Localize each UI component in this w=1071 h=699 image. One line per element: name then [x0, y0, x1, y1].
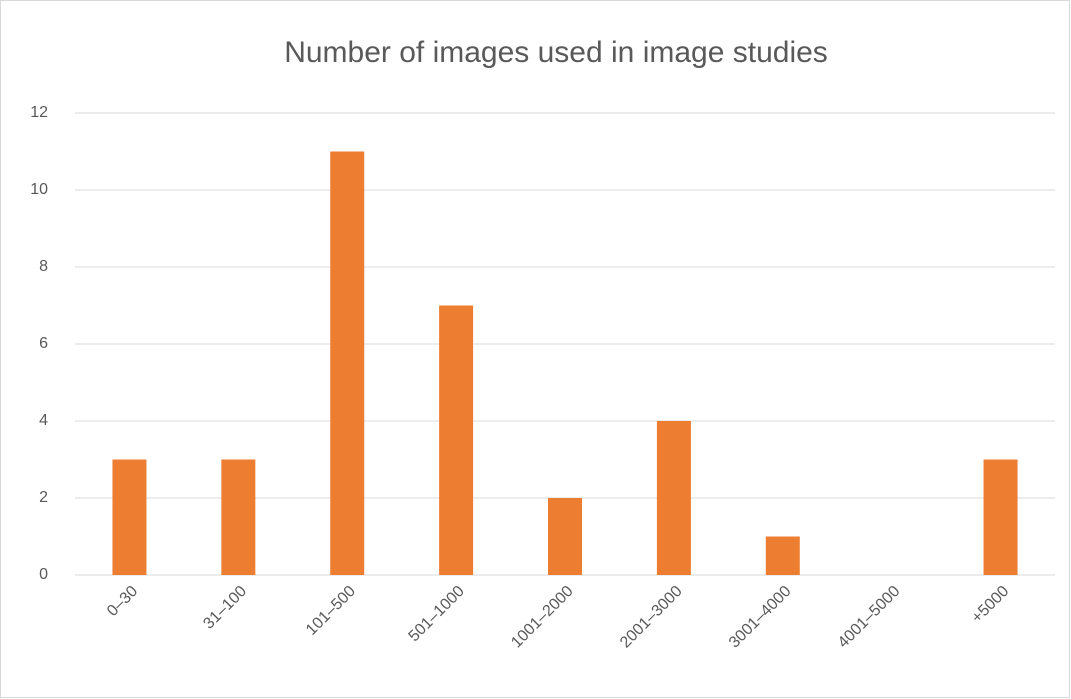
bar — [330, 151, 365, 575]
bar — [439, 305, 474, 575]
chart-title: Number of images used in image studies — [284, 36, 828, 69]
y-tick-label: 8 — [39, 258, 48, 275]
bar — [112, 459, 147, 575]
y-tick-label: 6 — [39, 335, 48, 352]
y-tick-label: 12 — [30, 104, 48, 121]
bar — [221, 459, 256, 575]
y-tick-label: 10 — [30, 181, 48, 198]
bar — [656, 421, 691, 575]
y-tick-label: 0 — [39, 566, 48, 583]
y-tick-label: 2 — [39, 489, 48, 506]
y-tick-label: 4 — [39, 412, 48, 429]
bar — [983, 459, 1018, 575]
bar — [765, 536, 800, 575]
bar — [548, 498, 582, 575]
